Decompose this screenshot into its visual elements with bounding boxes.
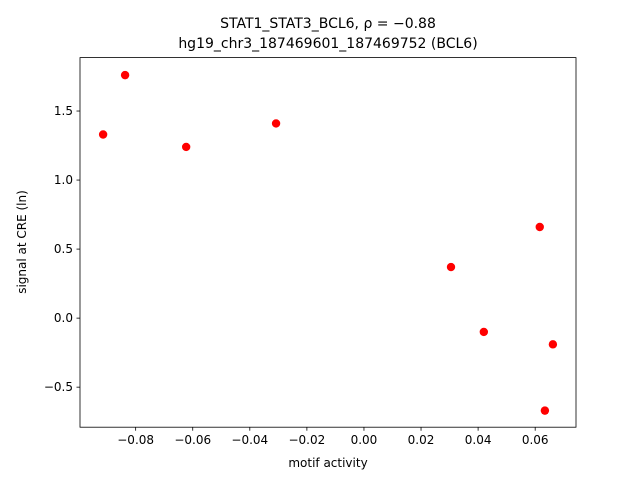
point — [120, 70, 130, 80]
point — [446, 262, 456, 272]
x-tick-label: −0.08 — [117, 433, 154, 447]
point — [181, 142, 191, 152]
y-tick-label: 0.5 — [54, 242, 73, 256]
x-tick-label: 0.06 — [522, 433, 549, 447]
y-tick-label: 0.0 — [54, 311, 73, 325]
axes-frame — [79, 57, 577, 428]
x-tick-label: −0.04 — [231, 433, 268, 447]
point — [548, 340, 558, 349]
y-tick-label: −0.5 — [44, 380, 73, 394]
chart-title: STAT1_STAT3_BCL6, ρ = −0.88 — [220, 16, 436, 32]
x-axis-label: motif activity — [288, 456, 367, 470]
y-axis-label: signal at CRE (ln) — [15, 190, 29, 294]
x-tick-label: −0.02 — [288, 433, 325, 447]
x-tick-label: 0.00 — [351, 433, 378, 447]
point — [540, 406, 550, 415]
point — [535, 222, 544, 232]
x-tick-label: −0.06 — [174, 433, 211, 447]
chart-subtitle: hg19_chr3_187469601_187469752 (BCL6) — [178, 36, 477, 52]
point — [98, 130, 108, 139]
y-tick-label: 1.0 — [54, 173, 73, 187]
point — [271, 119, 281, 128]
x-tick-label: 0.02 — [408, 433, 435, 447]
point — [479, 327, 489, 337]
y-tick-label: 1.5 — [54, 104, 73, 118]
x-tick-label: 0.04 — [465, 433, 492, 447]
